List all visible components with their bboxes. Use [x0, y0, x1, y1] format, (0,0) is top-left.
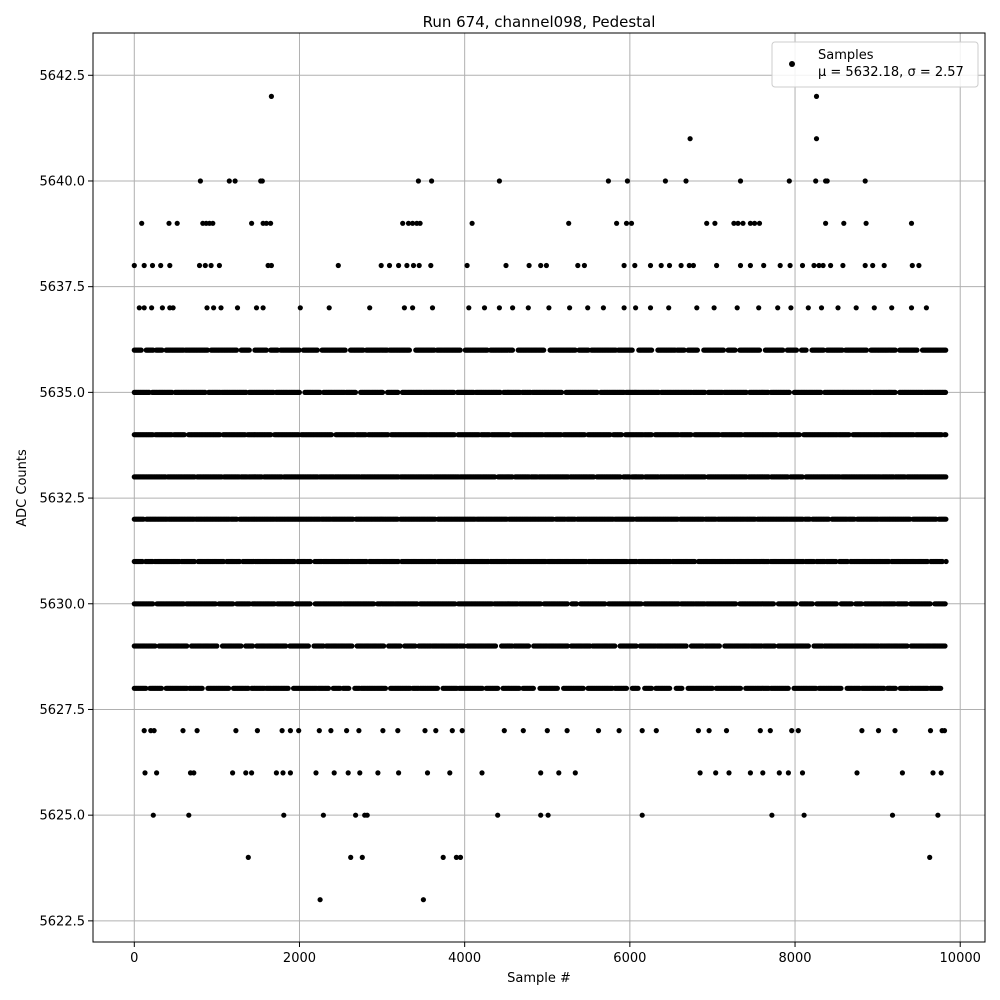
data-point — [506, 432, 512, 438]
data-point — [434, 685, 441, 691]
data-point — [181, 432, 187, 438]
data-point — [770, 601, 777, 607]
data-point — [230, 601, 236, 607]
data-point — [530, 685, 537, 691]
data-point — [573, 601, 580, 607]
data-point — [849, 601, 855, 607]
data-point — [618, 432, 625, 438]
data-point — [285, 685, 291, 691]
data-point — [942, 601, 948, 607]
data-point — [793, 601, 799, 607]
data-point — [492, 643, 499, 649]
data-point — [559, 389, 565, 395]
data-point — [305, 643, 311, 649]
data-point — [349, 643, 355, 649]
data-point — [371, 601, 377, 607]
data-point — [943, 474, 949, 480]
data-point — [737, 685, 744, 691]
data-point — [635, 685, 641, 691]
data-point — [796, 432, 803, 438]
data-point — [352, 389, 359, 395]
data-point — [380, 389, 386, 395]
data-point — [943, 558, 949, 565]
data-point — [214, 643, 220, 649]
data-point — [564, 601, 571, 607]
data-point — [461, 643, 467, 649]
data-point — [283, 643, 289, 649]
data-point — [199, 685, 205, 691]
data-point — [250, 643, 256, 649]
data-point — [716, 643, 723, 649]
data-point — [809, 601, 816, 607]
data-point — [846, 432, 852, 438]
data-point — [942, 643, 948, 649]
data-point — [307, 558, 313, 565]
data-point — [226, 685, 232, 691]
data-point — [143, 685, 149, 691]
data-point — [397, 643, 403, 649]
data-point — [580, 685, 586, 691]
data-point — [526, 643, 532, 649]
data-point — [733, 601, 739, 607]
data-point — [771, 643, 778, 649]
data-point — [382, 685, 389, 691]
data-point — [648, 432, 655, 438]
data-point — [838, 685, 844, 691]
data-point — [623, 685, 630, 691]
data-point — [904, 643, 910, 649]
data-point — [679, 685, 685, 691]
data-point — [307, 601, 313, 607]
data-point — [943, 432, 949, 438]
data-point — [381, 643, 387, 649]
data-point — [938, 685, 944, 691]
data-point — [296, 389, 302, 395]
data-point — [785, 685, 791, 691]
data-points — [131, 93, 949, 903]
data-point — [683, 643, 689, 649]
data-point — [516, 685, 522, 691]
data-point — [805, 643, 812, 649]
data-point — [927, 601, 933, 607]
data-point — [565, 643, 571, 649]
data-point — [152, 643, 158, 649]
data-point — [451, 432, 457, 438]
data-point — [688, 432, 694, 438]
data-point — [395, 389, 401, 395]
data-point — [238, 643, 244, 649]
data-point — [538, 601, 544, 607]
data-point — [833, 601, 840, 607]
data-point — [692, 558, 698, 565]
data-point — [158, 685, 165, 691]
data-point — [943, 516, 949, 522]
data-point — [412, 643, 418, 649]
data-point — [892, 685, 899, 691]
data-point — [479, 685, 485, 691]
data-point — [289, 601, 295, 607]
data-point — [184, 643, 190, 649]
data-point — [150, 601, 156, 607]
data-point — [346, 685, 352, 691]
data-point — [649, 685, 655, 691]
data-point — [939, 558, 945, 565]
data-point — [328, 432, 335, 438]
data-point — [326, 685, 332, 691]
data-point — [317, 389, 323, 395]
data-point — [191, 558, 198, 565]
data-point — [633, 643, 639, 649]
data-point — [709, 685, 715, 691]
data-point — [612, 643, 618, 649]
data-point — [495, 685, 501, 691]
data-point — [858, 601, 865, 607]
data-point — [602, 601, 608, 607]
data-point — [554, 685, 561, 691]
data-point — [594, 389, 600, 395]
data-point — [667, 685, 673, 691]
data-point — [904, 601, 910, 607]
data-point — [268, 432, 274, 438]
data-point — [799, 474, 805, 480]
chart-title: Run 674, channel098, Pedestal — [423, 13, 656, 31]
data-point — [638, 601, 644, 607]
